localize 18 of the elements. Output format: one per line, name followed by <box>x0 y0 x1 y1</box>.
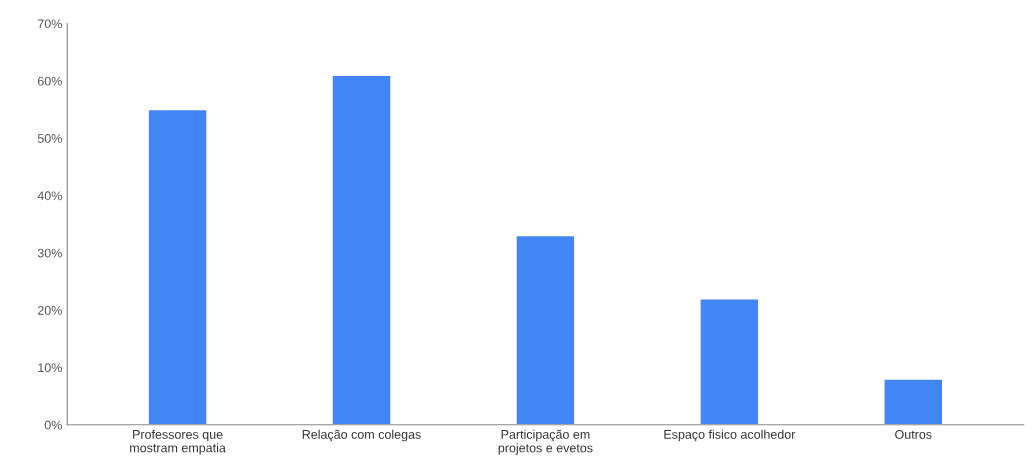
y-tick-label: 70% <box>37 19 62 29</box>
bar <box>515 234 576 425</box>
x-tick-label: Professores que mostram empatia <box>130 429 226 455</box>
x-tick-label: Relação com colegas <box>302 429 421 442</box>
y-tick-label: 30% <box>37 248 62 258</box>
bar <box>699 298 760 425</box>
x-tick-label: Espaço fisico acolhedor <box>664 429 796 442</box>
y-tick-label: 20% <box>37 305 62 315</box>
y-tick-label: 50% <box>37 134 62 143</box>
y-tick-label: 10% <box>38 363 62 373</box>
bar <box>331 74 392 425</box>
x-tick-label: Outros <box>895 429 932 439</box>
y-tick-label: 60% <box>37 76 62 86</box>
y-tick-label: 0% <box>44 420 62 430</box>
x-tick-label: Participação em projetos e evetos <box>498 429 593 455</box>
bar <box>883 378 944 425</box>
y-tick-label: 40% <box>37 191 62 201</box>
bar <box>147 108 208 425</box>
